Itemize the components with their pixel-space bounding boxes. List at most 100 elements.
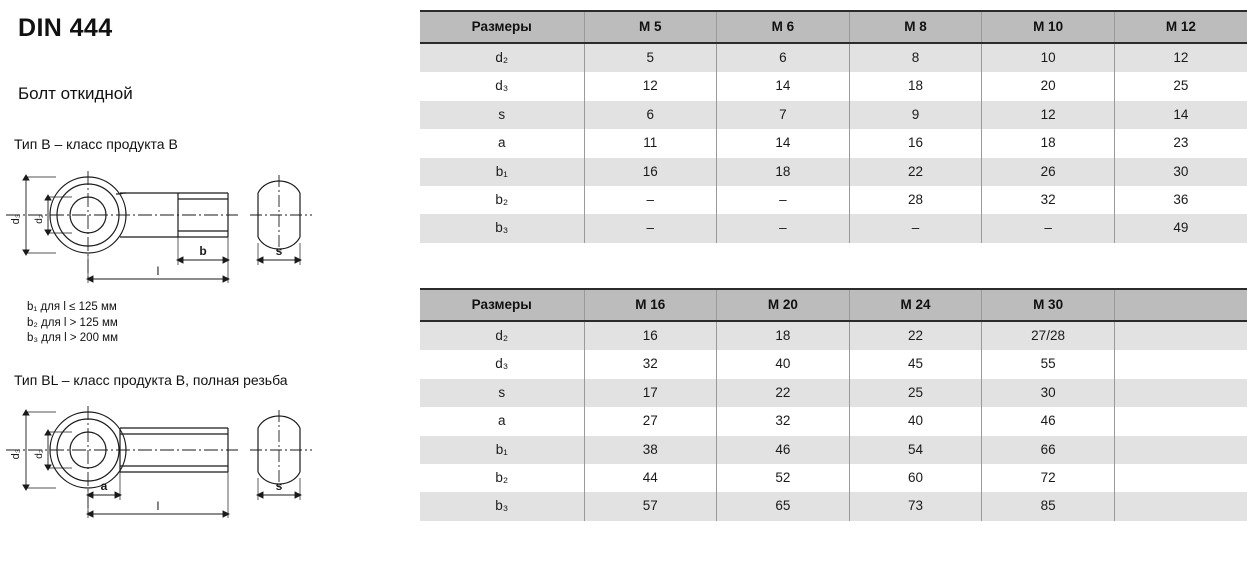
table-row: d₃ 12 14 18 20 25 [420, 72, 1247, 101]
col-header-m24: M 24 [848, 288, 982, 322]
cell: 9 [848, 100, 982, 130]
table-m5-m12: Размеры M 5 M 6 M 8 M 10 M 12 d₂ 5 6 8 1… [420, 10, 1247, 243]
cell: 28 [848, 186, 982, 215]
cell: 22 [716, 378, 850, 408]
cell: 14 [716, 72, 850, 101]
cell: 46 [716, 435, 850, 465]
cell: 8 [848, 43, 982, 73]
table-row: s 6 7 9 12 14 [420, 100, 1247, 130]
cell: – [716, 214, 850, 243]
dim-label-l-1: l [157, 264, 160, 278]
col-header-m12: M 12 [1113, 10, 1247, 44]
table-row: b₁ 16 18 22 26 30 [420, 157, 1247, 187]
table-header-row: Размеры M 5 M 6 M 8 M 10 M 12 [420, 10, 1247, 44]
table-row: a 27 32 40 46 [420, 407, 1247, 436]
cell: 22 [848, 321, 982, 351]
note-b1: b₁ для l ≤ 125 мм [27, 301, 117, 313]
cell: 30 [1113, 157, 1247, 187]
table-row: b₂ – – 28 32 36 [420, 186, 1247, 215]
cell: 11 [583, 129, 717, 158]
table-header-row: Размеры M 16 M 20 M 24 M 30 [420, 288, 1247, 322]
cell: 6 [716, 43, 850, 73]
cell: 18 [716, 321, 850, 351]
col-header-m8: M 8 [848, 10, 982, 44]
dimensions-table-large: Размеры M 16 M 20 M 24 M 30 d₂ 16 18 22 … [420, 288, 1247, 521]
cell: 26 [981, 157, 1115, 187]
cell: 46 [981, 407, 1115, 436]
row-label: d₃ [420, 350, 584, 379]
cell: 72 [981, 464, 1115, 493]
row-label: a [420, 129, 584, 158]
cell: 38 [583, 435, 717, 465]
cell: 25 [1113, 72, 1247, 101]
cell: 54 [848, 435, 982, 465]
row-label: d₃ [420, 72, 584, 101]
cell: 5 [583, 43, 717, 73]
cell: – [583, 214, 717, 243]
col-header-m16: M 16 [583, 288, 717, 322]
cell: – [583, 186, 717, 215]
cell-empty [1113, 321, 1247, 351]
cell-empty [1113, 350, 1247, 379]
row-label: s [420, 378, 584, 408]
cell: 20 [981, 72, 1115, 101]
dim-label-b: b [199, 244, 206, 258]
cell: 16 [583, 321, 717, 351]
note-b3: b₃ для l > 200 мм [27, 332, 118, 344]
cell: 17 [583, 378, 717, 408]
cell: 45 [848, 350, 982, 379]
cell-empty [1113, 378, 1247, 408]
cell: 22 [848, 157, 982, 187]
cell: 55 [981, 350, 1115, 379]
note-b2: b₂ для l > 125 мм [27, 316, 118, 329]
cell: 16 [583, 157, 717, 187]
cell: 85 [981, 492, 1115, 521]
row-label: d₂ [420, 43, 584, 73]
cell: 18 [981, 129, 1115, 158]
dim-label-d3-2: d₃ [10, 449, 22, 460]
cell: 23 [1113, 129, 1247, 158]
cell: – [848, 214, 982, 243]
cell: 32 [981, 186, 1115, 215]
standard-title: DIN 444 [18, 14, 113, 42]
table-row: s 17 22 25 30 [420, 378, 1247, 408]
table-row: d₂ 16 18 22 27/28 [420, 321, 1247, 351]
cell: 36 [1113, 186, 1247, 215]
dim-label-d3-1: d₃ [10, 214, 22, 225]
cell: 12 [583, 72, 717, 101]
table-row: b₂ 44 52 60 72 [420, 464, 1247, 493]
thread-length-notes: b₁ для l ≤ 125 мм b₂ для l > 125 мм b₃ д… [27, 300, 118, 347]
cell: 14 [1113, 100, 1247, 130]
type-bl-caption: Тип BL – класс продукта B, полная резьба [14, 372, 288, 388]
dim-label-s-1: s [276, 244, 283, 258]
product-name: Болт откидной [18, 84, 133, 103]
cell: 12 [981, 100, 1115, 130]
cell: 16 [848, 129, 982, 158]
row-label: d₂ [420, 321, 584, 351]
left-panel: DIN 444 Болт откидной Тип B – класс прод… [0, 0, 420, 584]
row-label: b₃ [420, 214, 584, 243]
cell: 6 [583, 100, 717, 130]
row-label: a [420, 407, 584, 436]
cell: 52 [716, 464, 850, 493]
cell: 40 [716, 350, 850, 379]
cell: 44 [583, 464, 717, 493]
cell-empty [1113, 464, 1247, 493]
cell: 57 [583, 492, 717, 521]
drawing-type-b: d₃ d₂ b [0, 163, 320, 293]
cell: 40 [848, 407, 982, 436]
row-label: b₂ [420, 464, 584, 493]
table-row: b₃ – – – – 49 [420, 214, 1247, 243]
cell-empty [1113, 492, 1247, 521]
row-label: s [420, 100, 584, 130]
col-header-m30: M 30 [981, 288, 1115, 322]
cell: – [981, 214, 1115, 243]
table-m16-m30: Размеры M 16 M 20 M 24 M 30 d₂ 16 18 22 … [420, 288, 1247, 521]
table-row: b₃ 57 65 73 85 [420, 492, 1247, 521]
col-header-empty [1113, 288, 1247, 322]
dim-label-l-2: l [157, 499, 160, 513]
type-b-caption: Тип B – класс продукта B [14, 136, 178, 152]
drawing-type-bl: d₃ d₂ a [0, 398, 320, 528]
cell: 7 [716, 100, 850, 130]
